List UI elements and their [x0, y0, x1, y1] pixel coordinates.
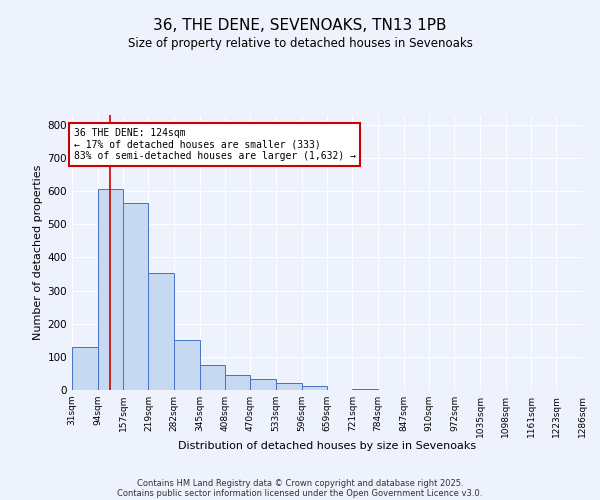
Text: Contains public sector information licensed under the Open Government Licence v3: Contains public sector information licen…: [118, 488, 482, 498]
Bar: [148, 274, 174, 390]
Bar: [98, 189, 123, 390]
Text: Size of property relative to detached houses in Sevenoaks: Size of property relative to detached ho…: [128, 38, 472, 51]
Bar: [225, 375, 250, 390]
Bar: [200, 365, 225, 390]
Bar: [174, 340, 200, 390]
Bar: [123, 203, 148, 390]
Bar: [276, 384, 302, 390]
Bar: [302, 386, 327, 390]
Text: 36 THE DENE: 124sqm
← 17% of detached houses are smaller (333)
83% of semi-detac: 36 THE DENE: 124sqm ← 17% of detached ho…: [74, 128, 356, 162]
Bar: [250, 380, 276, 390]
Bar: [72, 347, 98, 390]
Y-axis label: Number of detached properties: Number of detached properties: [34, 165, 43, 340]
Bar: [352, 389, 378, 390]
Text: 36, THE DENE, SEVENOAKS, TN13 1PB: 36, THE DENE, SEVENOAKS, TN13 1PB: [153, 18, 447, 32]
Text: Contains HM Land Registry data © Crown copyright and database right 2025.: Contains HM Land Registry data © Crown c…: [137, 478, 463, 488]
X-axis label: Distribution of detached houses by size in Sevenoaks: Distribution of detached houses by size …: [178, 441, 476, 451]
